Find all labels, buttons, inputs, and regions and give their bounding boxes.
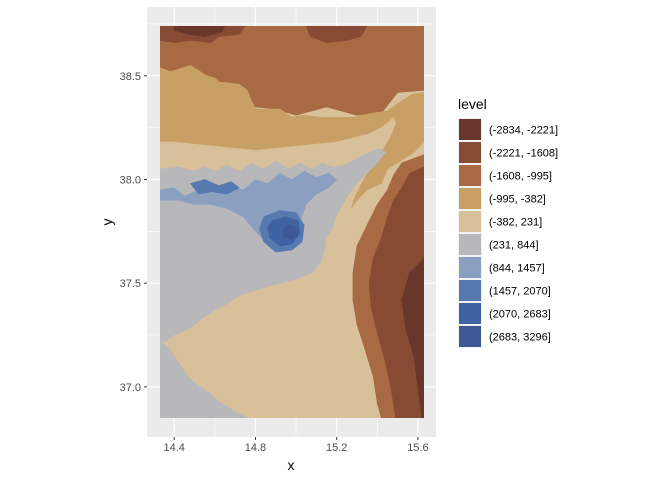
legend-label: (-2221, -1608] — [489, 148, 558, 160]
legend-label: (231, 844] — [489, 240, 539, 252]
legend-swatch — [459, 188, 481, 209]
legend-label: (-2834, -2221] — [489, 125, 558, 137]
legend-label: (-1608, -995] — [489, 171, 552, 183]
legend-swatch — [459, 303, 481, 324]
legend-label: (2683, 3296] — [489, 332, 551, 344]
legend-label: (844, 1457] — [489, 263, 545, 275]
legend-label: (-995, -382] — [489, 194, 546, 206]
axis-tick-labels: 14.4 14.8 15.2 15.6 37.0 37.5 38.0 38.5 — [120, 71, 429, 454]
legend-swatch — [459, 280, 481, 301]
x-tick-label: 15.6 — [407, 442, 428, 454]
legend-swatch — [459, 234, 481, 255]
legend-swatch — [459, 119, 481, 140]
contour-region — [173, 26, 226, 37]
contour-region — [368, 166, 424, 418]
legend-title: level — [458, 96, 487, 112]
y-tick-label: 37.5 — [120, 278, 141, 290]
contour-region — [305, 26, 368, 43]
contour-region — [283, 224, 299, 240]
legend-swatch — [459, 257, 481, 278]
legend: level (-2834, -2221] (-2221, -1608] (-1608… — [458, 96, 558, 348]
y-axis-title: y — [99, 219, 115, 226]
x-tick-label: 14.4 — [164, 442, 185, 454]
axis-ticks — [144, 75, 419, 440]
contour-region — [190, 179, 240, 195]
legend-label: (2070, 2683] — [489, 309, 551, 321]
legend-swatch — [459, 165, 481, 186]
x-tick-label: 15.2 — [326, 442, 347, 454]
legend-label: (1457, 2070] — [489, 286, 551, 298]
contour-region — [401, 257, 424, 418]
legend-swatch — [459, 211, 481, 232]
legend-label: (-382, 231] — [489, 217, 542, 229]
legend-swatch — [459, 326, 481, 347]
legend-swatch — [459, 142, 481, 163]
y-tick-label: 37.0 — [120, 382, 141, 394]
x-tick-label: 14.8 — [245, 442, 266, 454]
contour-region — [160, 340, 248, 418]
contour-regions — [160, 26, 424, 418]
x-axis-title: x — [288, 457, 295, 473]
y-tick-label: 38.5 — [120, 71, 141, 83]
y-tick-label: 38.0 — [120, 174, 141, 186]
